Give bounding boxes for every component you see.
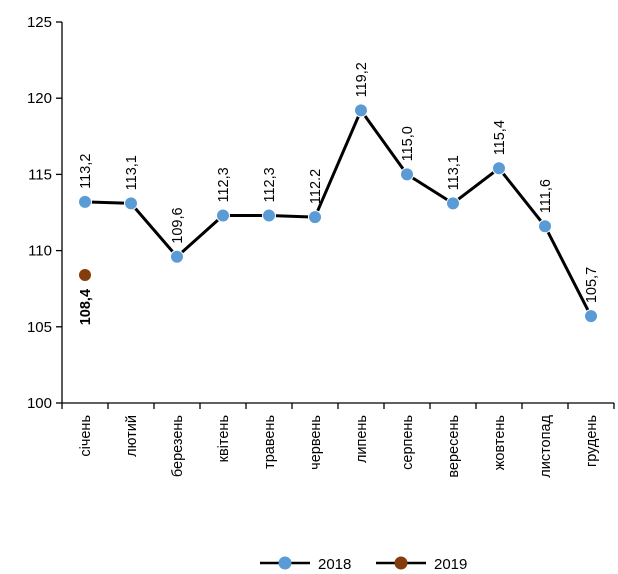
data-point-2018 bbox=[308, 210, 322, 225]
y-axis-ticks: 100 105 110 115 120 125 bbox=[27, 14, 62, 412]
data-label-2018: 111,6 bbox=[538, 179, 554, 213]
x-tick-label: квітень bbox=[216, 415, 232, 462]
data-point-2018 bbox=[216, 208, 230, 223]
x-tick-label: жовтень bbox=[492, 415, 508, 470]
data-label-2018: 115,0 bbox=[400, 126, 416, 161]
series-lines bbox=[84, 108, 593, 317]
data-point-2018 bbox=[354, 103, 368, 118]
x-tick-label: листопад bbox=[538, 414, 554, 477]
data-label-2018: 113,2 bbox=[78, 154, 94, 189]
data-label-2018: 112,3 bbox=[262, 167, 278, 202]
x-axis-ticks: січень лютий березень квітень травень червень… bbox=[61, 403, 615, 478]
data-point-2018 bbox=[584, 309, 598, 324]
x-tick-label: червень bbox=[308, 415, 324, 470]
data-label-2018: 105,7 bbox=[584, 267, 600, 303]
data-label-2018: 109,6 bbox=[170, 207, 186, 243]
data-label-2019: 108,4 bbox=[78, 289, 94, 325]
legend: 2018 2019 bbox=[260, 556, 467, 573]
series-line-2018 bbox=[84, 108, 593, 317]
data-label-2018: 112,3 bbox=[216, 167, 232, 202]
y-tick-label: 105 bbox=[27, 319, 52, 336]
x-tick-label: липень bbox=[354, 415, 370, 463]
y-tick-label: 100 bbox=[27, 395, 52, 412]
data-point-2018 bbox=[492, 161, 506, 176]
data-point-2018 bbox=[170, 249, 184, 264]
x-tick-label: січень bbox=[78, 415, 94, 457]
data-point-2019 bbox=[78, 267, 92, 282]
legend-marker-2019 bbox=[394, 556, 408, 570]
x-tick-label: грудень bbox=[584, 415, 600, 467]
data-label-2018: 113,1 bbox=[124, 155, 140, 190]
data-point-2018 bbox=[538, 219, 552, 234]
legend-label-2019: 2019 bbox=[434, 556, 467, 573]
chart-axes bbox=[61, 22, 614, 404]
data-label-2018: 119,2 bbox=[354, 62, 370, 97]
legend-label-2018: 2018 bbox=[318, 556, 351, 573]
series-points bbox=[78, 103, 598, 324]
data-point-2018 bbox=[262, 208, 276, 223]
y-tick-label: 125 bbox=[27, 14, 52, 31]
x-tick-label: травень bbox=[262, 415, 278, 469]
legend-marker-2018 bbox=[278, 556, 292, 570]
data-point-2018 bbox=[124, 196, 138, 211]
x-tick-label: серпень bbox=[400, 415, 416, 470]
y-tick-label: 120 bbox=[27, 90, 52, 107]
data-labels: 113,2 113,1 109,6 112,3 112,3 112.2 119,2 115,0… bbox=[78, 62, 600, 325]
data-point-2018 bbox=[446, 196, 460, 211]
y-tick-label: 115 bbox=[28, 166, 52, 183]
x-tick-label: лютий bbox=[124, 415, 140, 457]
y-tick-label: 110 bbox=[28, 243, 52, 260]
x-tick-label: вересень bbox=[446, 415, 462, 478]
data-label-2018: 113,1 bbox=[446, 155, 462, 190]
data-label-2018: 115,4 bbox=[492, 120, 508, 155]
data-point-2018 bbox=[400, 167, 414, 182]
data-label-2018: 112.2 bbox=[308, 169, 324, 204]
x-tick-label: березень bbox=[170, 415, 186, 477]
data-point-2018 bbox=[78, 194, 92, 209]
